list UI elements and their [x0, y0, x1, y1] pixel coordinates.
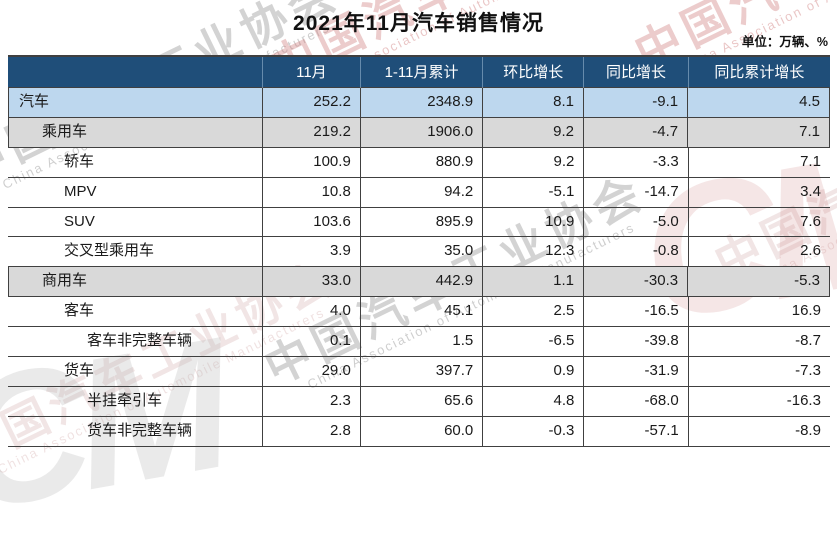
- cell: 10.9: [482, 207, 583, 237]
- cell: 35.0: [359, 237, 482, 267]
- cell: 65.6: [359, 386, 482, 416]
- row-label: 客车非完整车辆: [87, 332, 193, 350]
- table-header-row: 11月 1-11月累计 环比增长 同比增长 同比累计增长: [8, 55, 830, 88]
- cell: -8.7: [687, 327, 830, 357]
- cell: -31.9: [583, 357, 687, 386]
- table-row: MPV 10.8 94.2 -5.1 -14.7 3.4: [8, 177, 830, 208]
- unit-note: 单位：万辆、%: [741, 35, 828, 49]
- cell: 1.1: [482, 267, 583, 297]
- cell: 880.9: [359, 147, 482, 177]
- cell: 100.9: [261, 147, 360, 177]
- row-label: 客车: [64, 302, 95, 320]
- cell: -16.3: [687, 386, 830, 416]
- cell: 45.1: [359, 297, 482, 327]
- cell: -16.5: [583, 297, 687, 327]
- cell: 397.7: [359, 357, 482, 386]
- cell: -5.1: [482, 177, 583, 207]
- cell: -39.8: [583, 327, 687, 357]
- cell: 4.5: [687, 88, 829, 117]
- row-label: SUV: [64, 212, 95, 230]
- cell: 10.8: [261, 177, 360, 207]
- cell: 8.1: [482, 88, 583, 117]
- table-row: 货车 29.0 397.7 0.9 -31.9 -7.3: [8, 357, 830, 387]
- cell: -5.3: [687, 267, 829, 297]
- cell: 895.9: [359, 207, 482, 237]
- cell: 9.2: [482, 147, 583, 177]
- cell: 3.9: [261, 237, 360, 267]
- cell: 94.2: [359, 177, 482, 207]
- table-row: 轿车 100.9 880.9 9.2 -3.3 7.1: [8, 147, 830, 178]
- row-label: 货车非完整车辆: [87, 421, 193, 439]
- row-label: 半挂牵引车: [87, 391, 163, 409]
- table-row: 汽车 252.2 2348.9 8.1 -9.1 4.5: [8, 88, 830, 118]
- table-row: 客车 4.0 45.1 2.5 -16.5 16.9: [8, 297, 830, 328]
- cell: 3.4: [687, 177, 830, 207]
- table-row: 客车非完整车辆 0.1 1.5 -6.5 -39.8 -8.7: [8, 327, 830, 358]
- row-label: 商用车: [42, 272, 88, 290]
- cell: 29.0: [261, 357, 360, 386]
- table-row: 商用车 33.0 442.9 1.1 -30.3 -5.3: [8, 267, 830, 298]
- report-page: 2021年11月汽车销售情况 单位：万辆、% 11月 1-11月累计 环比增长 同比增…: [0, 0, 837, 447]
- cell: -4.7: [582, 117, 687, 147]
- cell: 7.1: [687, 117, 829, 147]
- header-cell-empty: [8, 57, 262, 88]
- row-label: 货车: [64, 362, 95, 380]
- cell: 4.8: [482, 386, 583, 416]
- cell: 1906.0: [359, 117, 482, 147]
- table-row: 交叉型乘用车 3.9 35.0 12.3 -0.8 2.6: [8, 237, 830, 268]
- cell: 442.9: [359, 267, 482, 297]
- cell: -0.3: [482, 416, 583, 446]
- cell: -8.9: [687, 416, 830, 446]
- row-label: 轿车: [64, 152, 95, 170]
- cell: 60.0: [359, 416, 482, 446]
- cell: 4.0: [261, 297, 360, 327]
- row-label: 交叉型乘用车: [64, 242, 155, 260]
- cell: -6.5: [482, 327, 583, 357]
- cell: -30.3: [582, 267, 687, 297]
- cell: 7.1: [687, 147, 830, 177]
- page-title: 2021年11月汽车销售情况: [293, 12, 544, 35]
- cell: 2348.9: [359, 88, 482, 117]
- table-row: 半挂牵引车 2.3 65.6 4.8 -68.0 -16.3: [8, 386, 830, 417]
- cell: 7.6: [687, 207, 830, 237]
- cell: 0.1: [261, 327, 360, 357]
- cell: -57.1: [583, 416, 687, 446]
- table-row: 乘用车 219.2 1906.0 9.2 -4.7 7.1: [8, 117, 830, 148]
- header-cell: 11月: [261, 57, 360, 88]
- cell: -0.8: [583, 237, 687, 267]
- cell: 2.3: [261, 386, 360, 416]
- cell: 33.0: [262, 267, 360, 297]
- header-cell: 环比增长: [482, 57, 583, 88]
- header-cell: 同比累计增长: [687, 57, 830, 88]
- table-row: SUV 103.6 895.9 10.9 -5.0 7.6: [8, 207, 830, 238]
- row-label: 乘用车: [42, 122, 88, 140]
- cell: -5.0: [583, 207, 687, 237]
- cell: 12.3: [482, 237, 583, 267]
- header-cell: 同比增长: [583, 57, 687, 88]
- cell: -7.3: [687, 357, 830, 386]
- cell: -14.7: [583, 177, 687, 207]
- cell: 16.9: [687, 297, 830, 327]
- cell: 219.2: [262, 117, 360, 147]
- cell: 103.6: [261, 207, 360, 237]
- cell: 2.5: [482, 297, 583, 327]
- cell: 252.2: [262, 88, 360, 117]
- table-body: 汽车 252.2 2348.9 8.1 -9.1 4.5 乘用车 219.2 1906.0…: [8, 88, 830, 447]
- sales-table: 11月 1-11月累计 环比增长 同比增长 同比累计增长 汽车 252.2 2348.9 8…: [8, 55, 830, 447]
- cell: 2.6: [687, 237, 830, 267]
- cell: 9.2: [482, 117, 583, 147]
- cell: 1.5: [359, 327, 482, 357]
- header-cell: 1-11月累计: [359, 57, 482, 88]
- cell: 2.8: [261, 416, 360, 446]
- table-row: 货车非完整车辆 2.8 60.0 -0.3 -57.1 -8.9: [8, 416, 830, 447]
- cell: -3.3: [583, 147, 687, 177]
- row-label: MPV: [64, 182, 97, 200]
- cell: 0.9: [482, 357, 583, 386]
- row-label: 汽车: [19, 93, 50, 110]
- cell: -9.1: [582, 88, 687, 117]
- cell: -68.0: [583, 386, 687, 416]
